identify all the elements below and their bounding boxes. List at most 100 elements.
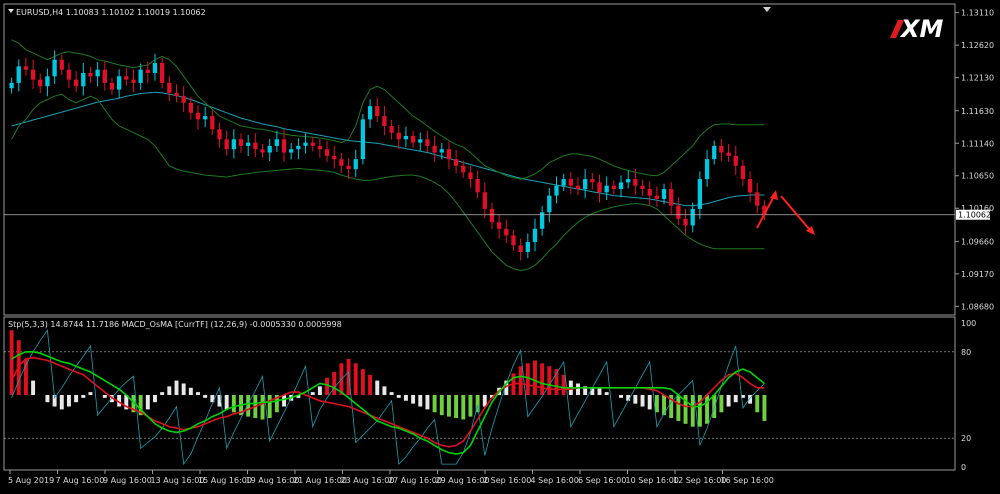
candle-body — [432, 145, 437, 153]
candle-body — [23, 66, 29, 70]
candle-body — [389, 126, 394, 133]
price-tick-label: 1.09170 — [961, 270, 994, 279]
current-price-tag — [956, 209, 990, 220]
time-tick-label: 7 Aug 16:00 — [56, 476, 105, 485]
candle-body — [274, 139, 280, 146]
candle-body — [425, 139, 430, 146]
candle-body — [583, 179, 588, 190]
candle-body — [81, 72, 86, 87]
candle-body — [726, 152, 731, 156]
candle-body — [704, 159, 710, 180]
time-tick-label: 15 Aug 16:00 — [198, 476, 252, 485]
candle-body — [231, 139, 236, 150]
candle-body — [152, 63, 158, 73]
candle-body — [238, 139, 244, 146]
candle-body — [382, 116, 387, 127]
candle-body — [45, 76, 50, 87]
price-tick-label: 1.11630 — [961, 107, 994, 116]
candle-body — [167, 82, 172, 93]
candle-body — [504, 228, 509, 236]
candle-body — [303, 142, 308, 146]
candle-body — [740, 165, 746, 180]
forecast-arrows — [756, 190, 815, 235]
candle-body — [669, 189, 674, 206]
candle-body — [690, 208, 695, 226]
bollinger-upper-line — [11, 39, 765, 180]
candle-body — [575, 185, 581, 190]
candle-body — [9, 82, 14, 89]
indicator-tick-label: 0 — [961, 463, 966, 472]
candle-body — [446, 149, 452, 160]
candle-body — [281, 139, 287, 153]
candle-body — [253, 142, 258, 150]
candle-body — [525, 242, 530, 252]
candle-body — [410, 135, 416, 143]
candle-body — [654, 195, 660, 199]
candle-body — [73, 79, 79, 87]
candle-body — [66, 69, 72, 80]
candle-body — [532, 228, 538, 243]
candle-body — [568, 179, 573, 186]
candle-body — [160, 63, 165, 83]
candle-body — [195, 112, 201, 120]
candle-body — [489, 208, 495, 223]
price-tick-label: 1.10160 — [961, 204, 994, 213]
candle-body — [661, 189, 667, 199]
candle-body — [124, 76, 129, 80]
candle-body — [518, 245, 523, 252]
candle-body — [88, 72, 93, 77]
xm-logo-icon — [890, 20, 904, 38]
candle-body — [16, 66, 21, 83]
time-tick-label: 29 Aug 16:00 — [436, 476, 490, 485]
candle-body — [733, 155, 738, 166]
time-tick-label: 16 Sep 16:00 — [721, 476, 774, 485]
candle-body — [360, 119, 366, 160]
indicator-panel-frame — [3, 316, 956, 471]
candle-body — [109, 82, 115, 90]
candle-body — [647, 189, 652, 196]
fast-stoch-line — [11, 329, 765, 466]
candle-body — [145, 69, 150, 73]
indicator-tick-label: 20 — [961, 434, 971, 443]
candle-body — [633, 179, 638, 186]
candle-body — [439, 149, 444, 153]
arrow-head-down-icon — [806, 226, 815, 235]
time-tick-label: 9 Aug 16:00 — [103, 476, 152, 485]
candle-body — [267, 145, 272, 153]
candle-body — [210, 116, 215, 130]
candle-body — [332, 155, 337, 160]
time-tick-label: 6 Sep 16:00 — [578, 476, 626, 485]
candle-body — [324, 149, 330, 156]
time-tick-label: 10 Sep 16:00 — [626, 476, 679, 485]
candle-body — [511, 235, 516, 246]
candle-body — [590, 179, 595, 183]
price-tick-label: 1.11140 — [961, 139, 994, 148]
candle-body — [346, 165, 351, 170]
candle-body — [561, 179, 566, 186]
time-tick-label: 2 Sep 16:00 — [483, 476, 531, 485]
candle-body — [203, 116, 208, 120]
candle-body — [95, 69, 100, 77]
price-tick-label: 1.13110 — [961, 9, 994, 18]
candle-body — [102, 69, 107, 83]
candle-body — [38, 79, 43, 87]
candle-body — [712, 145, 717, 160]
candle-body — [30, 69, 36, 80]
candle-body — [482, 192, 487, 209]
candle-body — [547, 195, 552, 213]
candle-body — [181, 96, 186, 103]
moving-average-line — [11, 91, 765, 207]
collapse-triangle-icon[interactable] — [8, 9, 14, 13]
candle-body — [554, 185, 559, 196]
time-tick-label: 23 Aug 16:00 — [341, 476, 395, 485]
forecast-arrow-up — [756, 195, 775, 229]
xm-logo: XM — [890, 15, 944, 43]
price-tick-label: 1.08680 — [961, 302, 994, 311]
arrow-head-up-icon — [770, 190, 778, 200]
price-tick-label: 1.09660 — [961, 237, 994, 246]
candle-body — [755, 192, 760, 206]
time-tick-label: 5 Aug 2019 — [8, 476, 54, 485]
candle-body — [697, 179, 703, 209]
shift-marker-icon — [763, 7, 771, 12]
